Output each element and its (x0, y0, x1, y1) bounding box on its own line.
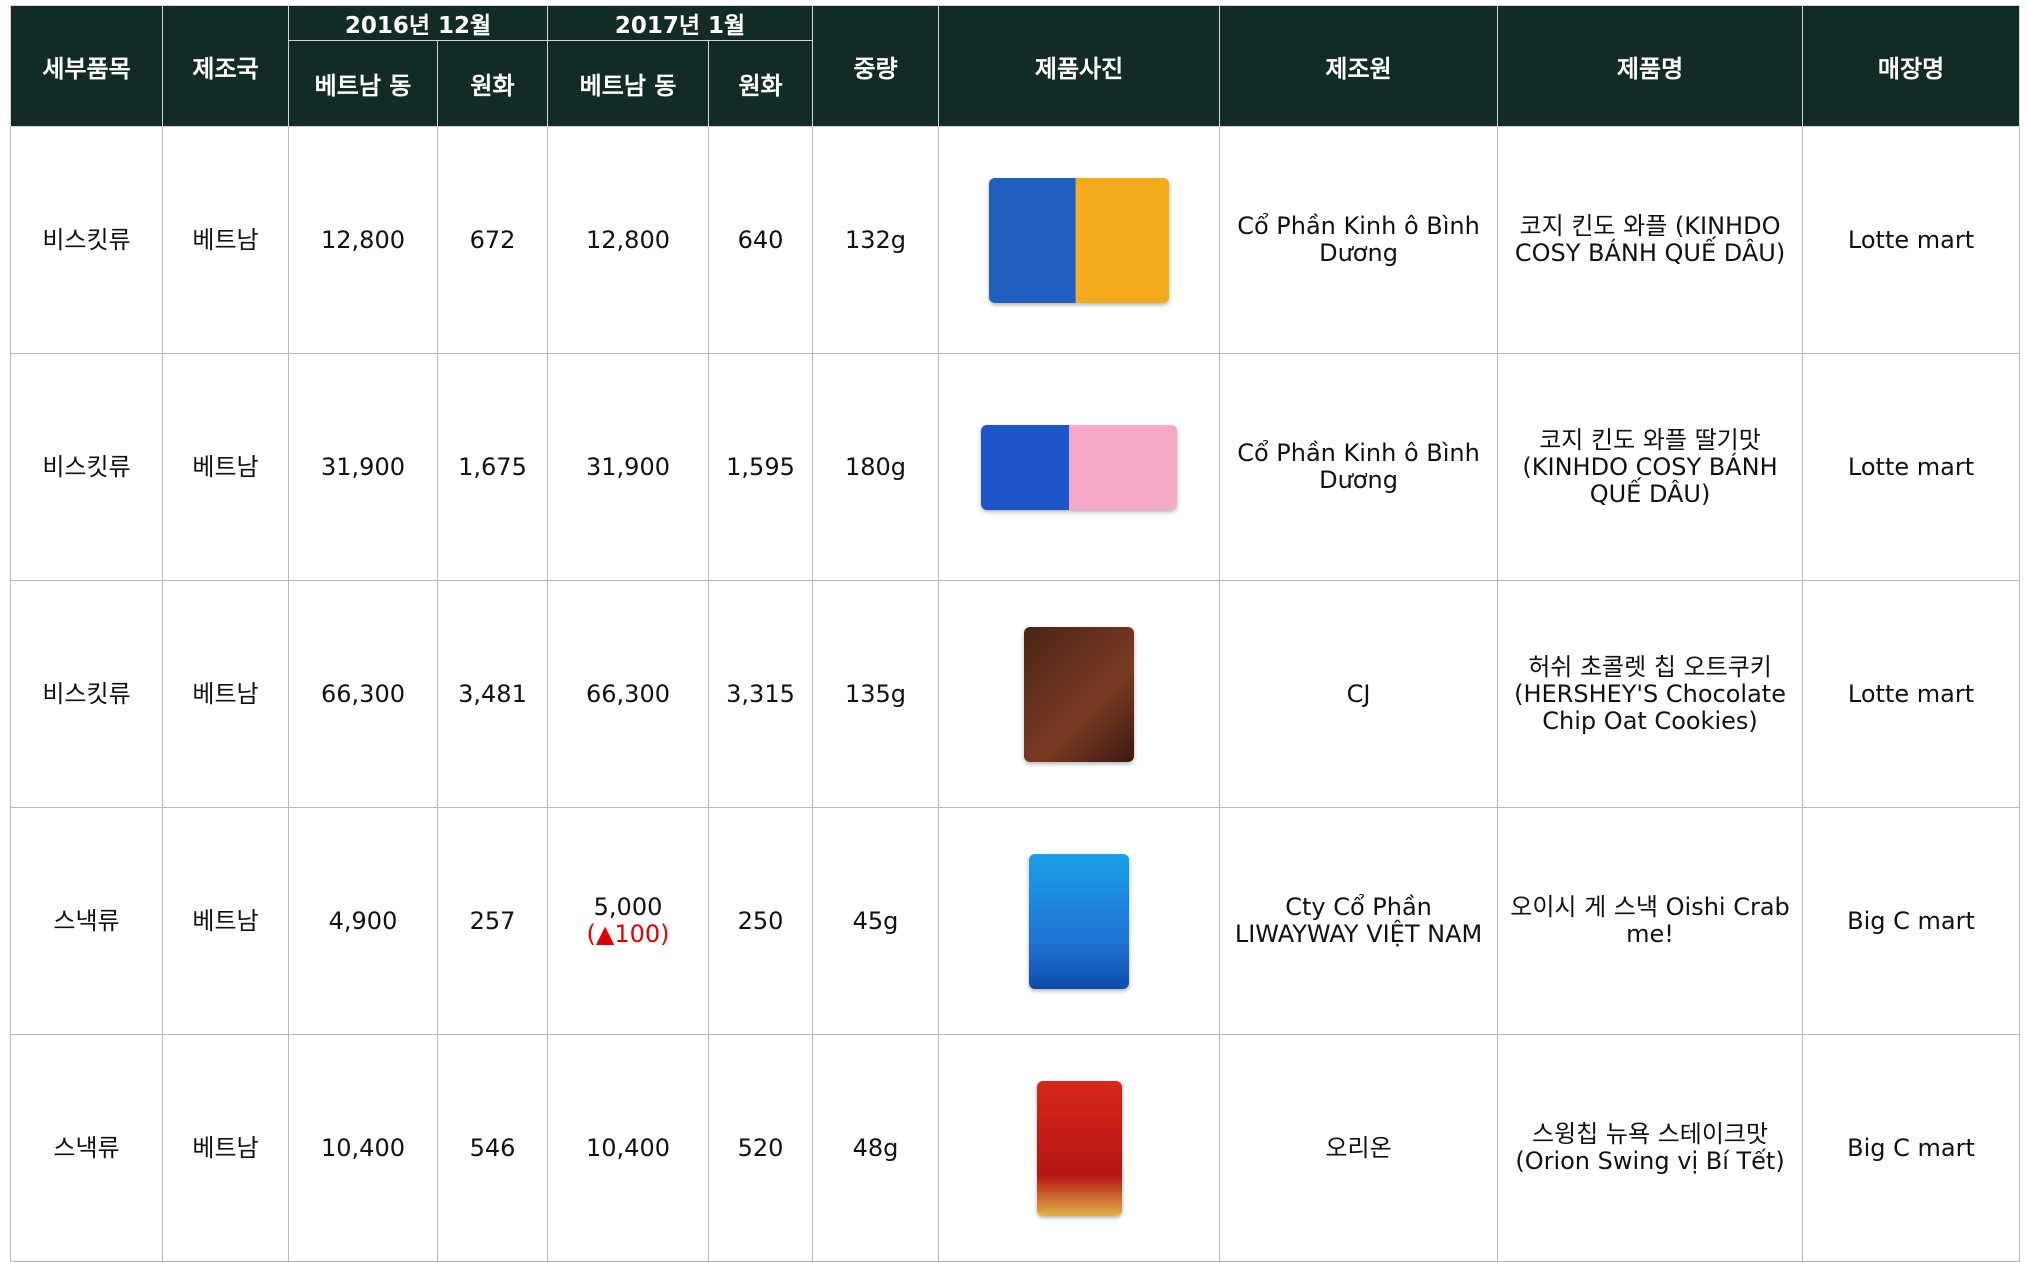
table-wrap: 세부품목 제조국 2016년 12월 2017년 1월 중량 제품사진 제조원 … (10, 5, 2021, 1262)
maker-cell: 오리온 (1219, 1034, 1499, 1262)
category-cell: 스낵류 (10, 1034, 163, 1262)
table-row: 비스킷류 베트남 31,900 1,675 31,900 1,595 180g Cổ Phần… (10, 353, 2021, 581)
price-vnd-cell: 12,800 (547, 126, 710, 354)
price-change: (▲100) (586, 920, 670, 948)
table-row: 스낵류 베트남 4,900 257 5,000 (▲100) 250 45g Cty Cổ Ph… (10, 807, 2021, 1035)
price-krw-cell: 3,481 (436, 580, 549, 808)
weight-cell: 135g (812, 580, 940, 808)
product-cell: 허쉬 초콜렛 칩 오트쿠키 (HERSHEY'S Chocolate Chip … (1497, 580, 1804, 808)
header-cell: 원화 (708, 40, 814, 127)
category-cell: 비스킷류 (10, 353, 163, 581)
header-cell: 제품명 (1497, 5, 1804, 127)
photo-cell (938, 580, 1221, 808)
product-photo (989, 177, 1170, 303)
price-vnd-cell: 31,900 (288, 353, 438, 581)
country-cell: 베트남 (162, 807, 289, 1035)
price-text: 10,400 (586, 1133, 670, 1162)
product-cell: 오이시 게 스낵 Oishi Crab me! (1497, 807, 1804, 1035)
product-photo (1029, 853, 1130, 989)
price-krw-cell: 672 (436, 126, 549, 354)
header-cell: 2017년 1월 (547, 5, 814, 41)
price-vnd-cell: 10,400 (288, 1034, 438, 1262)
price-vnd-cell: 4,900 (288, 807, 438, 1035)
price-vnd-cell: 66,300 (288, 580, 438, 808)
weight-cell: 180g (812, 353, 940, 581)
maker-cell: Cổ Phần Kinh ô Bình Dương (1219, 126, 1499, 354)
table-row: 비스킷류 베트남 12,800 672 12,800 640 132g Cổ Phần Kin… (10, 126, 2021, 354)
header-cell: 제품사진 (938, 5, 1221, 127)
store-cell: Big C mart (1802, 1034, 2021, 1262)
photo-cell (938, 353, 1221, 581)
weight-cell: 132g (812, 126, 940, 354)
table-row: 비스킷류 베트남 66,300 3,481 66,300 3,315 135g CJ 허쉬 초콜… (10, 580, 2021, 808)
header-cell: 베트남 동 (547, 40, 710, 127)
maker-cell: CJ (1219, 580, 1499, 808)
header-cell: 중량 (812, 5, 940, 127)
store-cell: Lotte mart (1802, 580, 2021, 808)
table-row: 스낵류 베트남 10,400 546 10,400 520 48g 오리온 스윙칩 뉴욕 스테이… (10, 1034, 2021, 1262)
country-cell: 베트남 (162, 1034, 289, 1262)
price-krw-cell: 1,675 (436, 353, 549, 581)
price-krw-cell: 520 (708, 1034, 814, 1262)
price-vnd-cell: 12,800 (288, 126, 438, 354)
store-cell: Lotte mart (1802, 126, 2021, 354)
price-text: 66,300 (586, 679, 670, 708)
category-cell: 스낵류 (10, 807, 163, 1035)
header-cell: 베트남 동 (288, 40, 438, 127)
country-cell: 베트남 (162, 580, 289, 808)
product-cell: 코지 킨도 와플 (KINHDO COSY BÁNH QUẾ DÂU) (1497, 126, 1804, 354)
price-vnd-cell: 31,900 (547, 353, 710, 581)
maker-cell: Cổ Phần Kinh ô Bình Dương (1219, 353, 1499, 581)
store-cell: Big C mart (1802, 807, 2021, 1035)
photo-cell (938, 807, 1221, 1035)
category-cell: 비스킷류 (10, 126, 163, 354)
header-cell: 원화 (436, 40, 549, 127)
price-krw-cell: 640 (708, 126, 814, 354)
country-cell: 베트남 (162, 126, 289, 354)
price-text: 12,800 (586, 225, 670, 254)
price-krw-cell: 3,315 (708, 580, 814, 808)
price-vnd-cell: 5,000 (▲100) (547, 807, 710, 1035)
header-cell: 제조국 (162, 5, 289, 127)
price-vnd-cell: 10,400 (547, 1034, 710, 1262)
category-cell: 비스킷류 (10, 580, 163, 808)
header-cell: 제조원 (1219, 5, 1499, 127)
photo-cell (938, 126, 1221, 354)
price-vnd-cell: 66,300 (547, 580, 710, 808)
weight-cell: 48g (812, 1034, 940, 1262)
price-krw-cell: 1,595 (708, 353, 814, 581)
photo-cell (938, 1034, 1221, 1262)
price-text: 31,900 (586, 452, 670, 481)
store-cell: Lotte mart (1802, 353, 2021, 581)
price-krw-cell: 546 (436, 1034, 549, 1262)
product-photo (981, 424, 1178, 510)
header-cell: 세부품목 (10, 5, 163, 127)
header-cell: 2016년 12월 (287, 5, 549, 41)
table-header: 세부품목 제조국 2016년 12월 2017년 1월 중량 제품사진 제조원 … (10, 5, 2021, 127)
price-table: 세부품목 제조국 2016년 12월 2017년 1월 중량 제품사진 제조원 … (10, 5, 2021, 1262)
product-cell: 스윙칩 뉴욕 스테이크맛 (Orion Swing vị Bí Tết) (1497, 1034, 1804, 1262)
price-krw-cell: 257 (436, 807, 549, 1035)
header-cell: 매장명 (1802, 5, 2021, 127)
price-text: 5,000 (593, 893, 663, 921)
price-krw-cell: 250 (708, 807, 814, 1035)
product-photo (1036, 1080, 1122, 1216)
table-body: 비스킷류 베트남 12,800 672 12,800 640 132g Cổ Phần Kin… (10, 126, 2021, 1262)
country-cell: 베트남 (162, 353, 289, 581)
maker-cell: Cty Cổ Phần LIWAYWAY VIỆT NAM (1219, 807, 1499, 1035)
product-cell: 코지 킨도 와플 딸기맛 (KINHDO COSY BÁNH QUẾ DÂU) (1497, 353, 1804, 581)
product-photo (1024, 626, 1135, 762)
weight-cell: 45g (812, 807, 940, 1035)
